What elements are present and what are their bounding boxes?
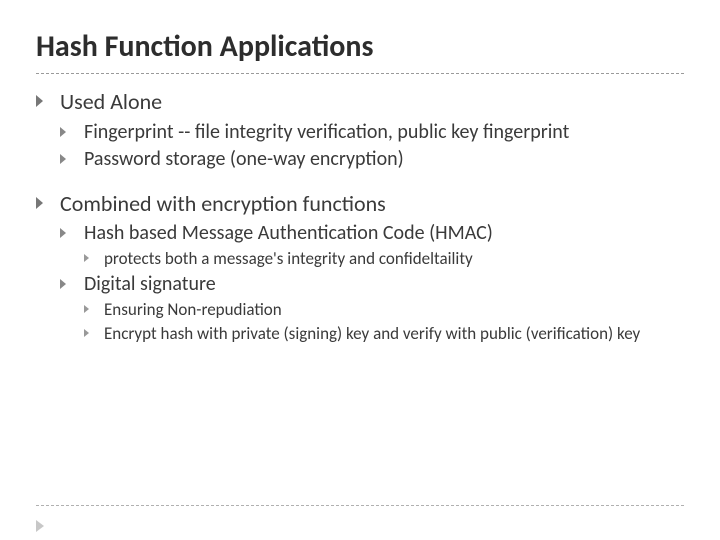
bullet-text: Used Alone — [60, 88, 162, 115]
bullet-text: Encrypt hash with private (signing) key … — [104, 323, 640, 344]
bullet-text: Fingerprint -- file integrity verificati… — [84, 120, 569, 144]
bullet-list-level-1: Used Alone Fingerprint -- file integrity… — [36, 88, 684, 345]
list-item: Fingerprint -- file integrity verificati… — [60, 120, 684, 145]
bullet-text: Hash based Message Authentication Code (… — [84, 221, 493, 245]
list-item: Combined with encryption functions Hash … — [36, 190, 684, 346]
footer-arrow-icon — [36, 520, 44, 532]
footer-divider — [36, 505, 684, 506]
list-item: protects both a message's integrity and … — [84, 248, 684, 270]
bullet-text: Combined with encryption functions — [60, 190, 386, 217]
bullet-list-level-2: Fingerprint -- file integrity verificati… — [60, 120, 684, 172]
list-item: Encrypt hash with private (signing) key … — [84, 323, 684, 345]
list-item: Ensuring Non-repudiation — [84, 299, 684, 321]
bullet-text: Ensuring Non-repudiation — [104, 299, 282, 320]
bullet-text: protects both a message's integrity and … — [104, 248, 473, 269]
bullet-list-level-3: protects both a message's integrity and … — [84, 248, 684, 270]
slide-title: Hash Function Applications — [36, 28, 684, 65]
bullet-list-level-2: Hash based Message Authentication Code (… — [60, 221, 684, 345]
list-item: Password storage (one-way encryption) — [60, 147, 684, 172]
slide: Hash Function Applications Used Alone Fi… — [0, 0, 720, 540]
bullet-list-level-3: Ensuring Non-repudiation Encrypt hash wi… — [84, 299, 684, 345]
title-divider — [36, 73, 684, 74]
bullet-text: Digital signature — [84, 272, 216, 296]
list-item: Digital signature Ensuring Non-repudiati… — [60, 272, 684, 345]
list-item: Hash based Message Authentication Code (… — [60, 221, 684, 270]
bullet-text: Password storage (one-way encryption) — [84, 147, 404, 171]
list-item: Used Alone Fingerprint -- file integrity… — [36, 88, 684, 172]
